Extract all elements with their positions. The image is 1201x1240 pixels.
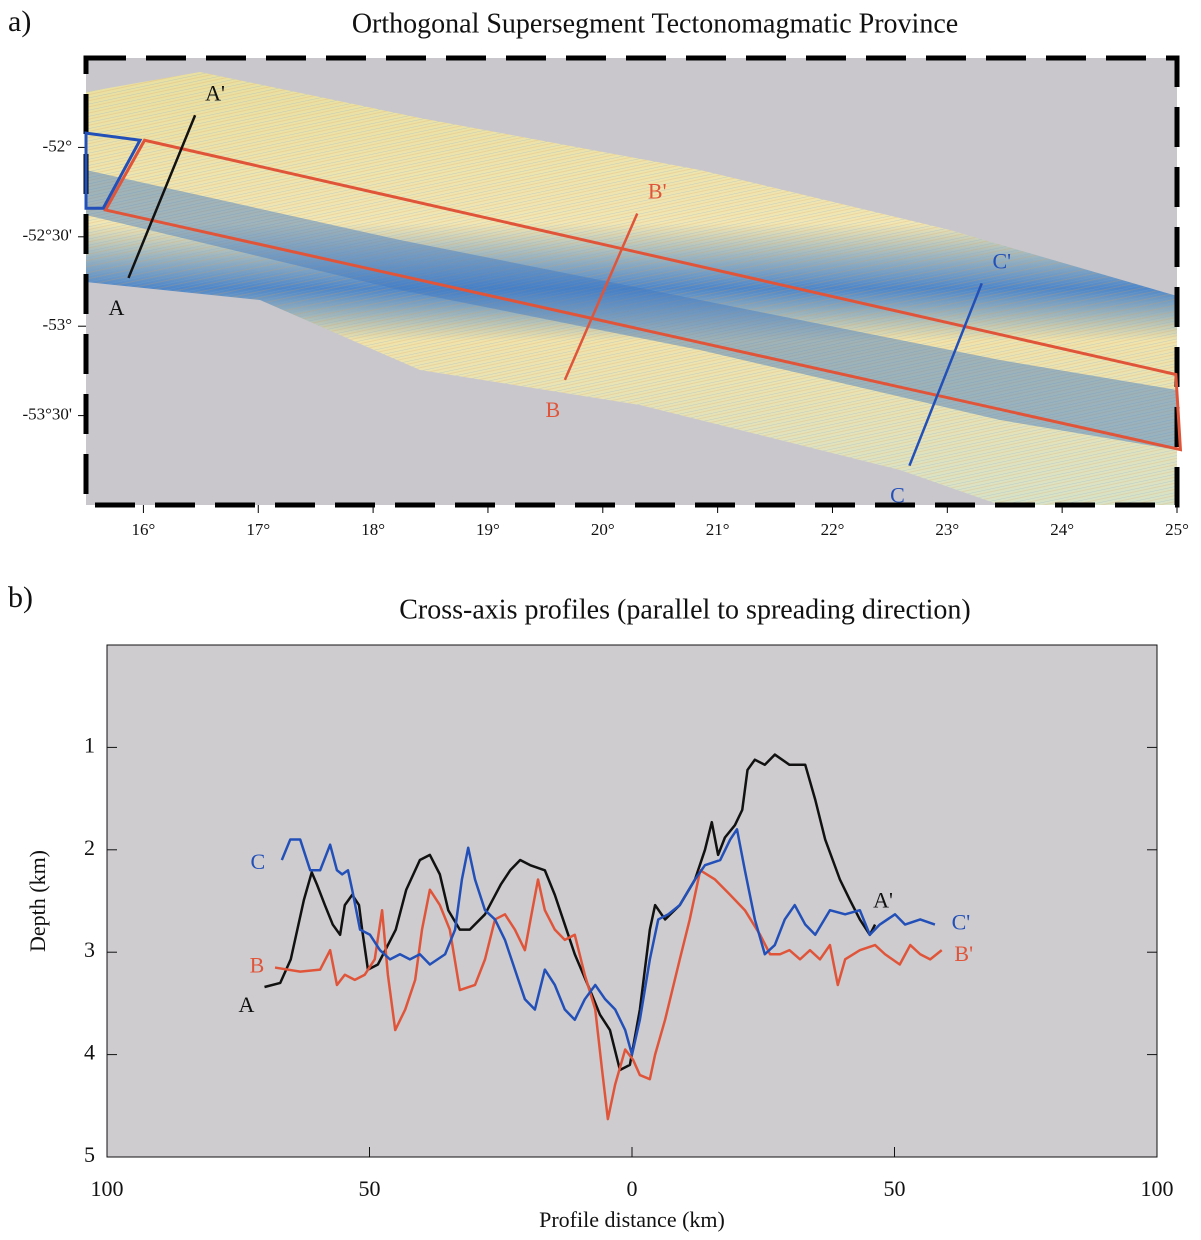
- axial-valley: [86, 170, 1177, 450]
- x-tick-label: 24°: [1050, 520, 1074, 539]
- series-start-label: C: [250, 849, 265, 874]
- x-tick-label: 100: [91, 1176, 124, 1201]
- series-end-label: A': [873, 888, 893, 913]
- x-axis-title: Profile distance (km): [539, 1207, 725, 1232]
- x-tick-label: 18°: [361, 520, 385, 539]
- profile-end-label: A': [205, 80, 225, 105]
- profile-line: [127, 114, 197, 279]
- panel-label: b): [8, 581, 33, 614]
- bathymetry-texture: [86, 72, 1177, 505]
- chart-title: Cross-axis profiles (parallel to spreadi…: [399, 594, 971, 625]
- segment-outline: [84, 131, 143, 210]
- x-tick-label: 50: [359, 1176, 381, 1201]
- series-start-label: A: [239, 992, 255, 1017]
- x-tick-label: 19°: [476, 520, 500, 539]
- map-title: Orthogonal Supersegment Tectonomagmatic …: [352, 8, 958, 39]
- x-tick-label: 23°: [935, 520, 959, 539]
- x-tick-label: 17°: [246, 520, 270, 539]
- profile-line: [280, 828, 936, 1056]
- y-tick-label: 5: [84, 1142, 95, 1167]
- plot-background: [106, 644, 1158, 1158]
- y-tick-label: -53°: [43, 315, 72, 334]
- x-tick-label: 25°: [1165, 520, 1189, 539]
- profile-line: [563, 213, 639, 381]
- x-tick-label: 0: [627, 1176, 638, 1201]
- profile-start-label: A: [109, 295, 125, 320]
- map-frame: [83, 55, 1180, 508]
- line-layer: 100 50 0 50 100 1 2 3 4 5 A A' B B' C C': [84, 732, 1174, 1201]
- segment-outline: [103, 138, 1183, 452]
- profile-line: [908, 282, 983, 467]
- y-tick-label: 3: [84, 937, 95, 962]
- series-start-label: B: [250, 953, 265, 978]
- series-end-label: B': [954, 941, 973, 966]
- profile-line: [274, 869, 943, 1121]
- x-tick-label: 16°: [132, 520, 156, 539]
- profile-start-label: B: [546, 397, 561, 422]
- x-tick-label: 50: [884, 1176, 906, 1201]
- y-tick-label: -53°30': [22, 405, 72, 424]
- profile-start-label: C: [890, 483, 905, 508]
- x-tick-label: 20°: [591, 520, 615, 539]
- profile-end-label: C': [992, 248, 1011, 273]
- x-tick-label: 22°: [821, 520, 845, 539]
- y-tick-label: -52°: [43, 136, 72, 155]
- y-tick-label: 4: [84, 1040, 95, 1065]
- series-end-label: C': [952, 910, 971, 935]
- x-tick-label: 21°: [706, 520, 730, 539]
- panel-label: a): [8, 5, 31, 38]
- y-tick-label: 1: [84, 732, 95, 757]
- y-tick-label: -52°30': [22, 226, 72, 245]
- y-tick-label: 2: [84, 835, 95, 860]
- profile-end-label: B': [648, 179, 667, 204]
- map-layer: 16° 17° 18° 19° 20° 21° 22° 23° 24° 25° -52° -52°30…: [22, 80, 1188, 539]
- x-tick-label: 100: [1141, 1176, 1174, 1201]
- y-axis-title: Depth (km): [25, 850, 50, 952]
